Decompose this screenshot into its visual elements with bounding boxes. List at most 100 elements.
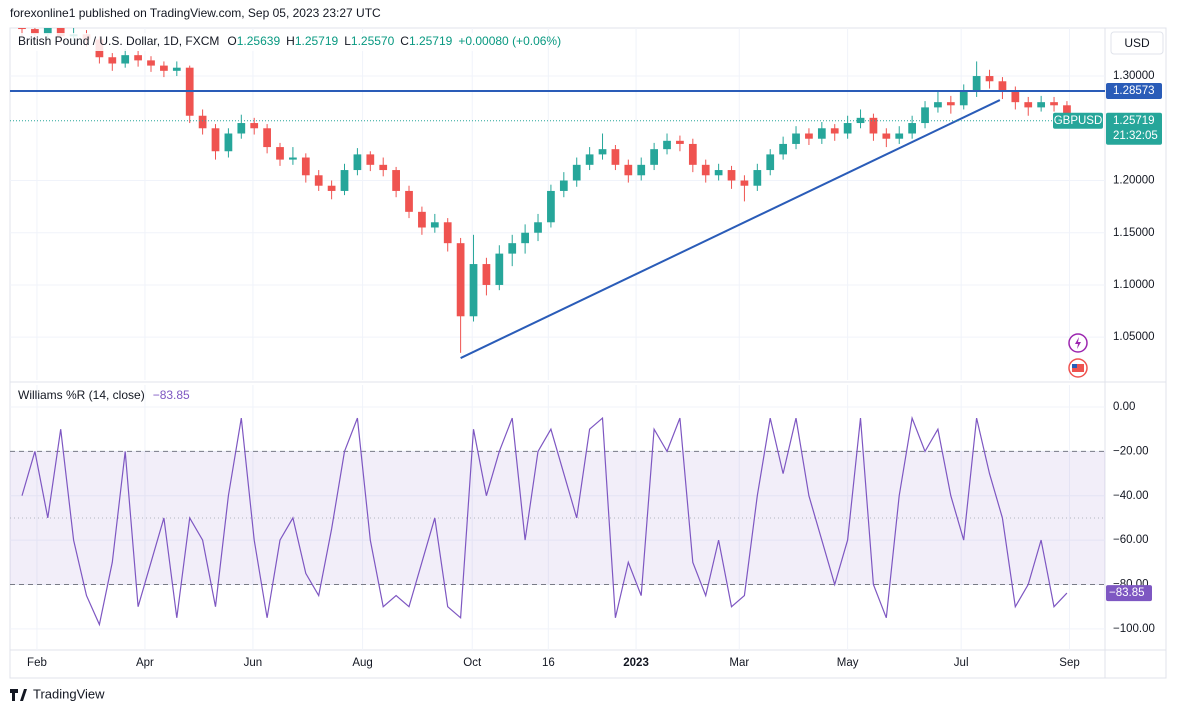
candle-body [972, 76, 981, 92]
candle-body [534, 222, 542, 233]
candle-body [792, 133, 800, 144]
indicator-value: −83.85 [153, 388, 190, 402]
candle-body [43, 28, 52, 35]
candle-body [805, 133, 813, 139]
ohlc-value: 1.25570 [351, 34, 395, 48]
candle-body [521, 232, 529, 244]
candle-body [237, 123, 246, 134]
hline-label: 1.28573 [1113, 85, 1155, 97]
williams-line [21, 415, 1068, 627]
trend-line [460, 99, 1001, 359]
axes: 1.30000 1.20000 1.15000 1.10000 1.05000 1.285… [27, 70, 1162, 669]
price-label: 1.25719 [1113, 115, 1155, 127]
candle-body [547, 190, 555, 223]
legend: British Pound / U.S. Dollar, 1D, FXCM O1.… [14, 33, 561, 402]
candle-body [934, 102, 942, 108]
candle-body [18, 28, 26, 30]
y-tick-label: −100.00 [1113, 623, 1155, 635]
x-tick-label: Oct [463, 657, 482, 669]
brand-logo [10, 689, 27, 701]
candle-body [766, 154, 775, 171]
candle-body [559, 180, 568, 191]
x-tick-label: May [837, 657, 859, 669]
candle-body [843, 123, 852, 134]
candle-body [946, 102, 955, 106]
price-badge [1106, 112, 1162, 145]
x-tick-label: Apr [136, 657, 154, 669]
candle-body [31, 29, 39, 35]
candle-body [869, 117, 878, 134]
y-tick-label: 1.30000 [1113, 70, 1155, 82]
candle-body [108, 57, 117, 64]
candle-body [1050, 102, 1058, 106]
candle-body [160, 65, 168, 71]
candle-body [830, 128, 839, 134]
x-tick-label: Jun [244, 657, 263, 669]
candle-body [727, 170, 736, 181]
candle-body [908, 123, 917, 134]
x-tick-label: Aug [352, 657, 372, 669]
legend-bg [14, 33, 544, 51]
candle-body [688, 143, 697, 165]
ohlc-value: 1.25719 [409, 34, 453, 48]
x-tick-label: 2023 [623, 657, 649, 669]
candle-body [985, 76, 994, 82]
candle-body [276, 147, 284, 160]
currency: USD [1124, 36, 1150, 50]
candle-body [663, 140, 671, 150]
candle-body [637, 164, 646, 176]
candle-body [676, 140, 684, 144]
x-tick-label: Sep [1059, 657, 1079, 669]
x-tick-label: Feb [27, 657, 47, 669]
x-tick-label: Jul [954, 657, 969, 669]
indicator-legend: Williams %R (14, close) −83.85 [18, 388, 190, 402]
indicator-pane [10, 385, 1105, 650]
y-tick-label: 1.10000 [1113, 279, 1155, 291]
candle-body [882, 133, 891, 139]
candle-body [289, 157, 297, 160]
candle-body [418, 211, 426, 228]
candle-body [1037, 102, 1046, 108]
candle-body [482, 264, 491, 285]
candle-body [921, 107, 929, 124]
candle-body [572, 164, 581, 181]
candle-body [456, 243, 465, 317]
ohlc-label: H [286, 34, 295, 48]
candle-body [224, 133, 233, 152]
brand: TradingView [10, 686, 105, 701]
candle-body [134, 55, 142, 61]
candle-body [56, 28, 65, 37]
bolt [1075, 337, 1081, 349]
candle-body [314, 175, 323, 186]
candle-body [147, 60, 155, 66]
ohlc-value: 1.25639 [237, 34, 281, 48]
candle-body [379, 164, 388, 171]
candle-body [1024, 102, 1033, 108]
frame [9, 27, 1167, 679]
published-line: forexonline1 published on TradingView.co… [10, 6, 381, 20]
candle-body [508, 243, 517, 254]
candle-body [198, 115, 207, 129]
candle-body [611, 149, 620, 165]
candle-body [172, 67, 181, 71]
candle-body [998, 81, 1007, 92]
candle-body [443, 222, 452, 244]
candle-body [959, 91, 968, 106]
candle-body [263, 128, 271, 148]
candle-body [817, 128, 826, 139]
candle-body [1011, 91, 1020, 103]
brand-name: TradingView [33, 686, 105, 701]
candle-body [495, 253, 504, 285]
candle-body [392, 170, 400, 191]
candle-body [779, 143, 788, 155]
ohlc-label: C [400, 34, 409, 48]
candle-body [469, 264, 478, 317]
symbol-label: GBPUSD [1054, 115, 1103, 127]
currency-button[interactable] [1110, 31, 1164, 55]
ohlc-value: 1.25719 [295, 34, 339, 48]
y-tick-label: 1.20000 [1113, 175, 1155, 187]
y-tick-label: −40.00 [1113, 490, 1149, 502]
flag-canton [1072, 364, 1077, 368]
value-badge-label: −83.85 [1109, 587, 1145, 599]
